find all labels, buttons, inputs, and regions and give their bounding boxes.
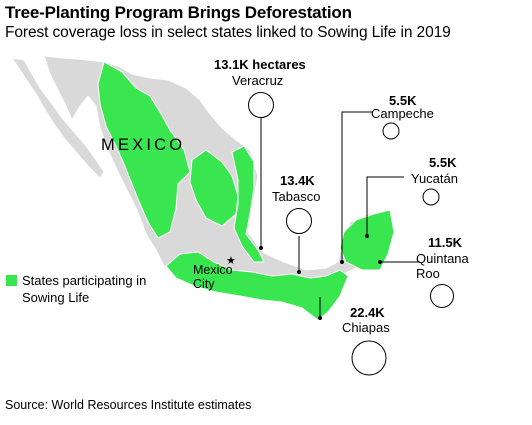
campeche-label: Campeche	[371, 106, 434, 121]
quintana-roo-circle	[430, 284, 454, 308]
sowing-life-states-yucatan-peninsula	[339, 209, 395, 271]
veracruz-label: Veracruz	[232, 73, 284, 88]
leader-lines	[260, 111, 420, 318]
source-note: Source: World Resources Institute estima…	[5, 398, 252, 412]
veracruz-value: 13.1K hectares	[214, 57, 306, 72]
state-dots	[259, 234, 382, 320]
loss-circles	[248, 92, 454, 376]
yucatan-circle	[422, 188, 440, 206]
tabasco-label: Tabasco	[272, 189, 321, 204]
chiapas-circle	[351, 340, 387, 376]
chiapas-label: Chiapas	[342, 320, 390, 335]
veracruz-circle	[248, 92, 274, 118]
yucatan-value: 5.5K	[429, 155, 457, 170]
country-label: MEXICO	[101, 136, 186, 154]
star-icon: ★	[226, 254, 236, 267]
sowing-life-states-northwest	[97, 61, 191, 239]
quintana-roo-value: 11.5K	[428, 235, 462, 250]
legend-swatch	[6, 275, 17, 286]
baja-california-region	[10, 57, 105, 179]
chart-subtitle: Forest coverage loss in select states li…	[5, 24, 451, 41]
campeche-circle	[382, 122, 400, 140]
mexico-city-label: Mexico City	[193, 263, 233, 291]
yucatan-label: Yucatán	[411, 171, 458, 186]
sowing-life-states-tamaulipas	[231, 145, 265, 263]
quintana-roo-label: Quintana Roo	[416, 251, 469, 281]
chiapas-value: 22.4K	[350, 305, 385, 320]
campeche-value: 5.5K	[389, 93, 417, 108]
legend-label: States participating in Sowing Life	[22, 273, 147, 305]
sowing-life-states-south	[165, 251, 349, 321]
chart-title: Tree-Planting Program Brings Deforestati…	[5, 3, 352, 22]
tabasco-value: 13.4K	[280, 173, 315, 188]
tabasco-circle	[286, 208, 312, 234]
